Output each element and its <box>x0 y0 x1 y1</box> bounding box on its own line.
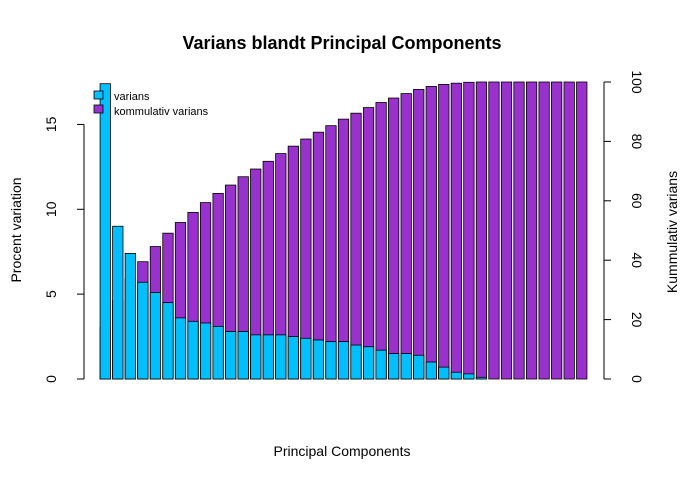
bar-kommulativ-27 <box>425 86 437 380</box>
bar-kommulativ-39 <box>576 81 588 380</box>
bar-kommulativ-19 <box>325 125 337 380</box>
bar-varians-17 <box>300 337 312 380</box>
bar-varians-11 <box>225 331 237 380</box>
bar-kommulativ-35 <box>525 81 538 380</box>
bar-kommulativ-31 <box>475 81 488 380</box>
bar-kommulativ-21 <box>350 112 362 380</box>
bar-varians-14 <box>262 334 274 380</box>
bar-kommulativ-23 <box>375 102 387 380</box>
bar-varians-20 <box>337 341 350 380</box>
bar-varians-9 <box>199 322 212 380</box>
bar-kommulativ-32 <box>488 81 500 380</box>
right-tick-label-1: 20 <box>629 312 645 328</box>
bar-kommulativ-20 <box>337 118 350 380</box>
bar-kommulativ-25 <box>400 93 412 380</box>
legend-label-kommulativ: kommulativ varians <box>114 106 209 118</box>
bar-kommulativ-37 <box>551 81 563 380</box>
bar-varians-21 <box>350 344 362 380</box>
bar-varians-19 <box>325 341 337 380</box>
bar-kommulativ-33 <box>500 81 513 380</box>
right-y-axis-label: Kummulativ varians <box>664 171 680 293</box>
left-y-axis-label: Procent variation <box>8 177 24 282</box>
bar-varians-4 <box>137 281 149 380</box>
left-tick-label-0: 0 <box>43 375 59 383</box>
bar-varians-27 <box>425 361 437 380</box>
bar-varians-26 <box>413 354 425 380</box>
bar-kommulativ-28 <box>438 83 450 380</box>
bar-varians-12 <box>237 331 249 380</box>
right-y-axis: 0 20 40 60 80 100 <box>603 70 645 383</box>
bar-varians-6 <box>162 302 174 380</box>
bar-varians-31 <box>475 376 488 380</box>
bar-kommulativ-24 <box>388 97 400 380</box>
bar-varians-10 <box>212 325 224 380</box>
bar-kommulativ-29 <box>450 82 462 380</box>
bar-varians-8 <box>187 320 199 380</box>
x-axis-label: Principal Components <box>274 443 411 459</box>
left-tick-label-2: 10 <box>43 201 59 217</box>
bar-varians-23 <box>375 349 387 380</box>
bar-varians-18 <box>312 339 325 380</box>
legend-label-varians: varians <box>114 91 150 103</box>
bar-kommulativ-34 <box>513 81 525 380</box>
bar-varians-28 <box>438 366 450 380</box>
bar-kommulativ-38 <box>563 81 575 380</box>
right-tick-label-5: 100 <box>629 70 645 94</box>
bar-varians-13 <box>250 334 262 380</box>
legend-swatch-kommulativ <box>93 104 104 114</box>
right-tick-label-4: 80 <box>629 134 645 150</box>
bar-varians-22 <box>362 346 375 380</box>
bar-kommulativ-26 <box>413 89 425 380</box>
bar-kommulativ-36 <box>538 81 550 380</box>
right-tick-label-2: 40 <box>629 252 645 268</box>
bar-varians-30 <box>463 373 475 380</box>
right-tick-label-0: 0 <box>629 375 645 383</box>
bar-kommulativ-22 <box>362 107 375 380</box>
bars-group <box>99 81 588 380</box>
legend-swatch-varians <box>93 90 104 100</box>
bar-varians-1 <box>99 83 111 380</box>
left-tick-label-1: 5 <box>43 290 59 298</box>
bar-varians-29 <box>450 371 462 380</box>
left-y-axis: 0 5 10 15 <box>43 116 85 383</box>
bar-varians-7 <box>174 317 187 380</box>
left-tick-label-3: 15 <box>43 116 59 132</box>
bar-kommulativ-30 <box>463 81 475 380</box>
bar-varians-5 <box>149 292 162 380</box>
right-tick-label-3: 60 <box>629 193 645 209</box>
bar-varians-24 <box>388 353 400 380</box>
bar-varians-3 <box>124 253 136 380</box>
legend: varians kommulativ varians <box>93 90 209 118</box>
bar-varians-25 <box>400 353 412 380</box>
bar-varians-15 <box>275 334 287 380</box>
bar-varians-2 <box>112 225 124 380</box>
chart-title: Varians blandt Principal Components <box>182 33 501 53</box>
bar-varians-16 <box>287 336 299 380</box>
